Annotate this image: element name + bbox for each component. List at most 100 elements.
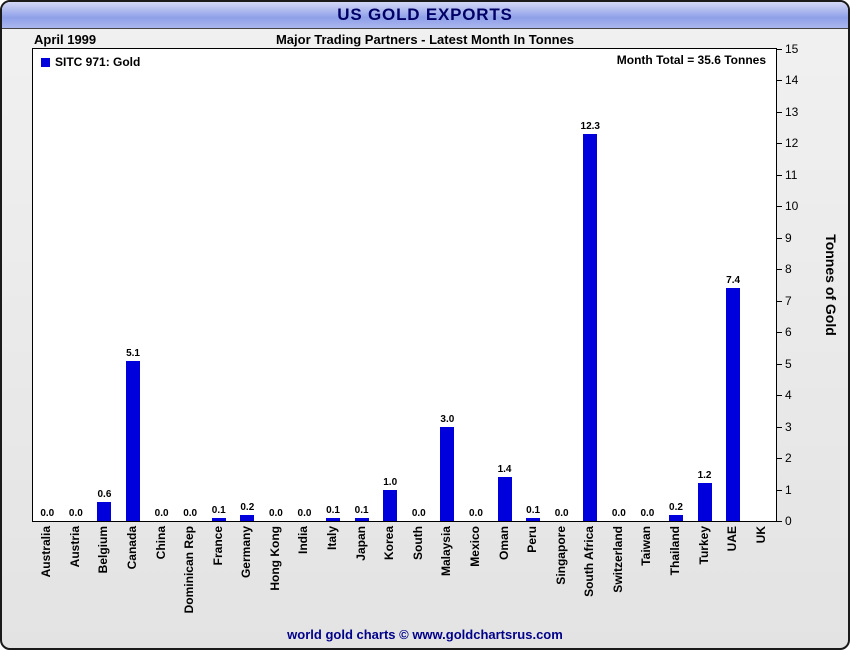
bar-value-label: 0.1 [526, 505, 541, 516]
bar-peru [526, 518, 541, 521]
x-axis-label: Belgium [96, 526, 111, 574]
y-axis-tick [777, 206, 782, 208]
x-axis-label: China [153, 526, 168, 560]
bar-value-label: 0.0 [183, 508, 198, 519]
y-axis-tick-label: 9 [785, 230, 792, 245]
y-axis-tick [777, 269, 782, 271]
y-axis-tick [777, 521, 782, 522]
bar-italy [326, 518, 341, 521]
bar-value-label: 0.2 [240, 502, 255, 513]
y-axis-tick-label: 3 [785, 419, 792, 434]
bar-value-label: 0.0 [68, 508, 83, 519]
legend: SITC 971: Gold [41, 55, 140, 69]
bar-belgium [97, 502, 112, 521]
y-axis-tick [777, 458, 782, 460]
y-axis-tick [777, 332, 782, 334]
bar-value-label: 0.0 [411, 508, 426, 519]
x-axis-label: France [210, 526, 225, 566]
bar-canada [126, 361, 141, 521]
legend-label: SITC 971: Gold [55, 55, 141, 69]
bar-value-label: 0.0 [554, 508, 569, 519]
x-axis-label: Peru [525, 526, 540, 553]
title-bar: US GOLD EXPORTS [2, 2, 848, 29]
x-axis-labels: Australia Austria Belgium Canada China Domini… [2, 526, 848, 632]
y-axis-tick-label: 12 [785, 136, 799, 151]
y-axis-tick-label: 6 [785, 325, 792, 340]
bar-value-label: 0.0 [40, 508, 55, 519]
bar-value-label: 1.0 [383, 477, 398, 488]
subheader: April 1999 Major Trading Partners - Late… [2, 32, 848, 48]
x-axis-label: Malaysia [439, 526, 454, 577]
bar-value-label: 12.3 [580, 121, 600, 132]
chart-subtitle: Major Trading Partners - Latest Month In… [275, 32, 575, 47]
bar-value-label: 0.0 [640, 508, 655, 519]
x-axis-label: Korea [382, 526, 397, 561]
x-axis-label: Thailand [667, 526, 682, 576]
y-axis-tick [777, 174, 782, 176]
y-axis-tick-label: 7 [785, 293, 792, 308]
bar-value-label: 0.1 [354, 505, 369, 516]
bar-thailand [668, 515, 683, 521]
y-axis-tick [777, 143, 782, 145]
y-axis-tick [777, 395, 782, 397]
legend-swatch [41, 57, 50, 67]
y-axis-tick [777, 300, 782, 302]
bar-value-label: 0.0 [297, 508, 312, 519]
y-axis-tick-label: 2 [785, 451, 792, 466]
y-axis-tick-label: 8 [785, 262, 792, 277]
x-axis-label: Singapore [553, 526, 568, 585]
x-axis-label: Taiwan [639, 526, 654, 566]
y-axis-tick-label: 13 [785, 104, 799, 119]
y-axis-tick [777, 489, 782, 491]
bar-value-label: 0.0 [468, 508, 483, 519]
footer-credit: world gold charts © www.goldchartsrus.co… [287, 627, 563, 642]
bar-value-label: 7.4 [726, 275, 741, 286]
bar-japan [354, 518, 369, 521]
bar-germany [240, 515, 255, 521]
month-total-label: Month Total = 35.6 Tonnes [616, 53, 766, 67]
bar-value-label: 5.1 [126, 348, 140, 359]
x-axis-label: UK [753, 526, 768, 544]
bar-value-label: 0.0 [268, 508, 283, 519]
page-title: US GOLD EXPORTS [337, 5, 513, 24]
bar-value-label: 3.0 [440, 414, 455, 425]
bar-france [211, 518, 226, 521]
y-axis-title: Tonnes of Gold [823, 234, 839, 336]
x-axis-label: Australia [39, 526, 54, 578]
bar-turkey [697, 483, 712, 521]
bar-oman [497, 477, 512, 521]
y-axis-tick [777, 49, 782, 50]
x-axis-label: UAE [725, 526, 740, 552]
y-axis-tick [777, 363, 782, 365]
x-axis-label: Oman [496, 526, 511, 561]
y-axis-tick [777, 80, 782, 82]
bar-value-label: 0.1 [326, 505, 340, 516]
bar-value-label: 0.1 [211, 505, 226, 516]
bar-korea [383, 490, 398, 521]
bar-value-label: 0.6 [97, 489, 112, 500]
x-axis-label: Japan [353, 526, 368, 561]
x-axis-label: Hong Kong [267, 526, 282, 591]
bar-value-label: 0.0 [154, 508, 169, 519]
y-axis-tick [777, 426, 782, 428]
y-axis-tick-label: 1 [785, 482, 792, 497]
x-axis-label: Switzerland [610, 526, 625, 593]
x-axis-label: Turkey [696, 526, 711, 565]
y-axis-tick-label: 14 [785, 73, 799, 88]
x-axis-label: India [296, 526, 311, 555]
x-axis-label: South Africa [582, 526, 597, 597]
y-axis-tick-label: 10 [785, 199, 799, 214]
bar-malaysia [440, 427, 455, 521]
x-axis-label: Germany [239, 526, 254, 579]
x-axis-label: Canada [125, 526, 140, 570]
y-axis-tick-label: 5 [785, 356, 792, 371]
bar-south-africa [583, 134, 598, 521]
bar-value-label: 0.2 [669, 502, 683, 513]
x-axis-label: Austria [67, 526, 82, 568]
bar-value-label: 1.4 [497, 464, 512, 475]
x-axis-label: Dominican Rep [182, 526, 197, 614]
bar-value-label: 0.0 [611, 508, 626, 519]
y-axis-tick-label: 4 [785, 388, 792, 403]
y-axis-tick-label: 11 [785, 167, 798, 182]
y-axis-tick [777, 111, 782, 113]
